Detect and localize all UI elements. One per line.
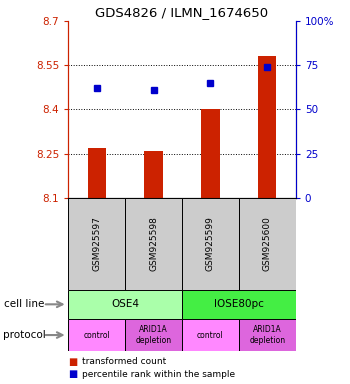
Text: ■: ■ xyxy=(68,357,77,367)
FancyBboxPatch shape xyxy=(239,198,296,290)
FancyBboxPatch shape xyxy=(68,290,182,319)
FancyBboxPatch shape xyxy=(182,290,296,319)
FancyBboxPatch shape xyxy=(125,319,182,351)
Text: percentile rank within the sample: percentile rank within the sample xyxy=(82,370,235,379)
Text: cell line: cell line xyxy=(4,299,44,310)
Text: ■: ■ xyxy=(68,369,77,379)
FancyBboxPatch shape xyxy=(239,319,296,351)
Text: GSM925598: GSM925598 xyxy=(149,217,158,271)
Text: ARID1A
depletion: ARID1A depletion xyxy=(135,325,172,345)
Text: control: control xyxy=(83,331,110,339)
FancyBboxPatch shape xyxy=(125,198,182,290)
Text: control: control xyxy=(197,331,224,339)
Text: IOSE80pc: IOSE80pc xyxy=(214,299,264,310)
Text: transformed count: transformed count xyxy=(82,357,167,366)
Text: GSM925599: GSM925599 xyxy=(206,217,215,271)
Bar xyxy=(258,56,276,198)
FancyBboxPatch shape xyxy=(182,198,239,290)
Bar xyxy=(88,148,106,198)
FancyBboxPatch shape xyxy=(68,319,125,351)
Text: ARID1A
depletion: ARID1A depletion xyxy=(249,325,285,345)
FancyBboxPatch shape xyxy=(182,319,239,351)
Bar xyxy=(145,151,163,198)
Text: protocol: protocol xyxy=(4,330,46,340)
Text: OSE4: OSE4 xyxy=(111,299,139,310)
Text: GSM925600: GSM925600 xyxy=(263,217,272,271)
FancyBboxPatch shape xyxy=(68,198,125,290)
Text: GSM925597: GSM925597 xyxy=(92,217,101,271)
Title: GDS4826 / ILMN_1674650: GDS4826 / ILMN_1674650 xyxy=(96,5,268,18)
Bar xyxy=(201,109,219,198)
